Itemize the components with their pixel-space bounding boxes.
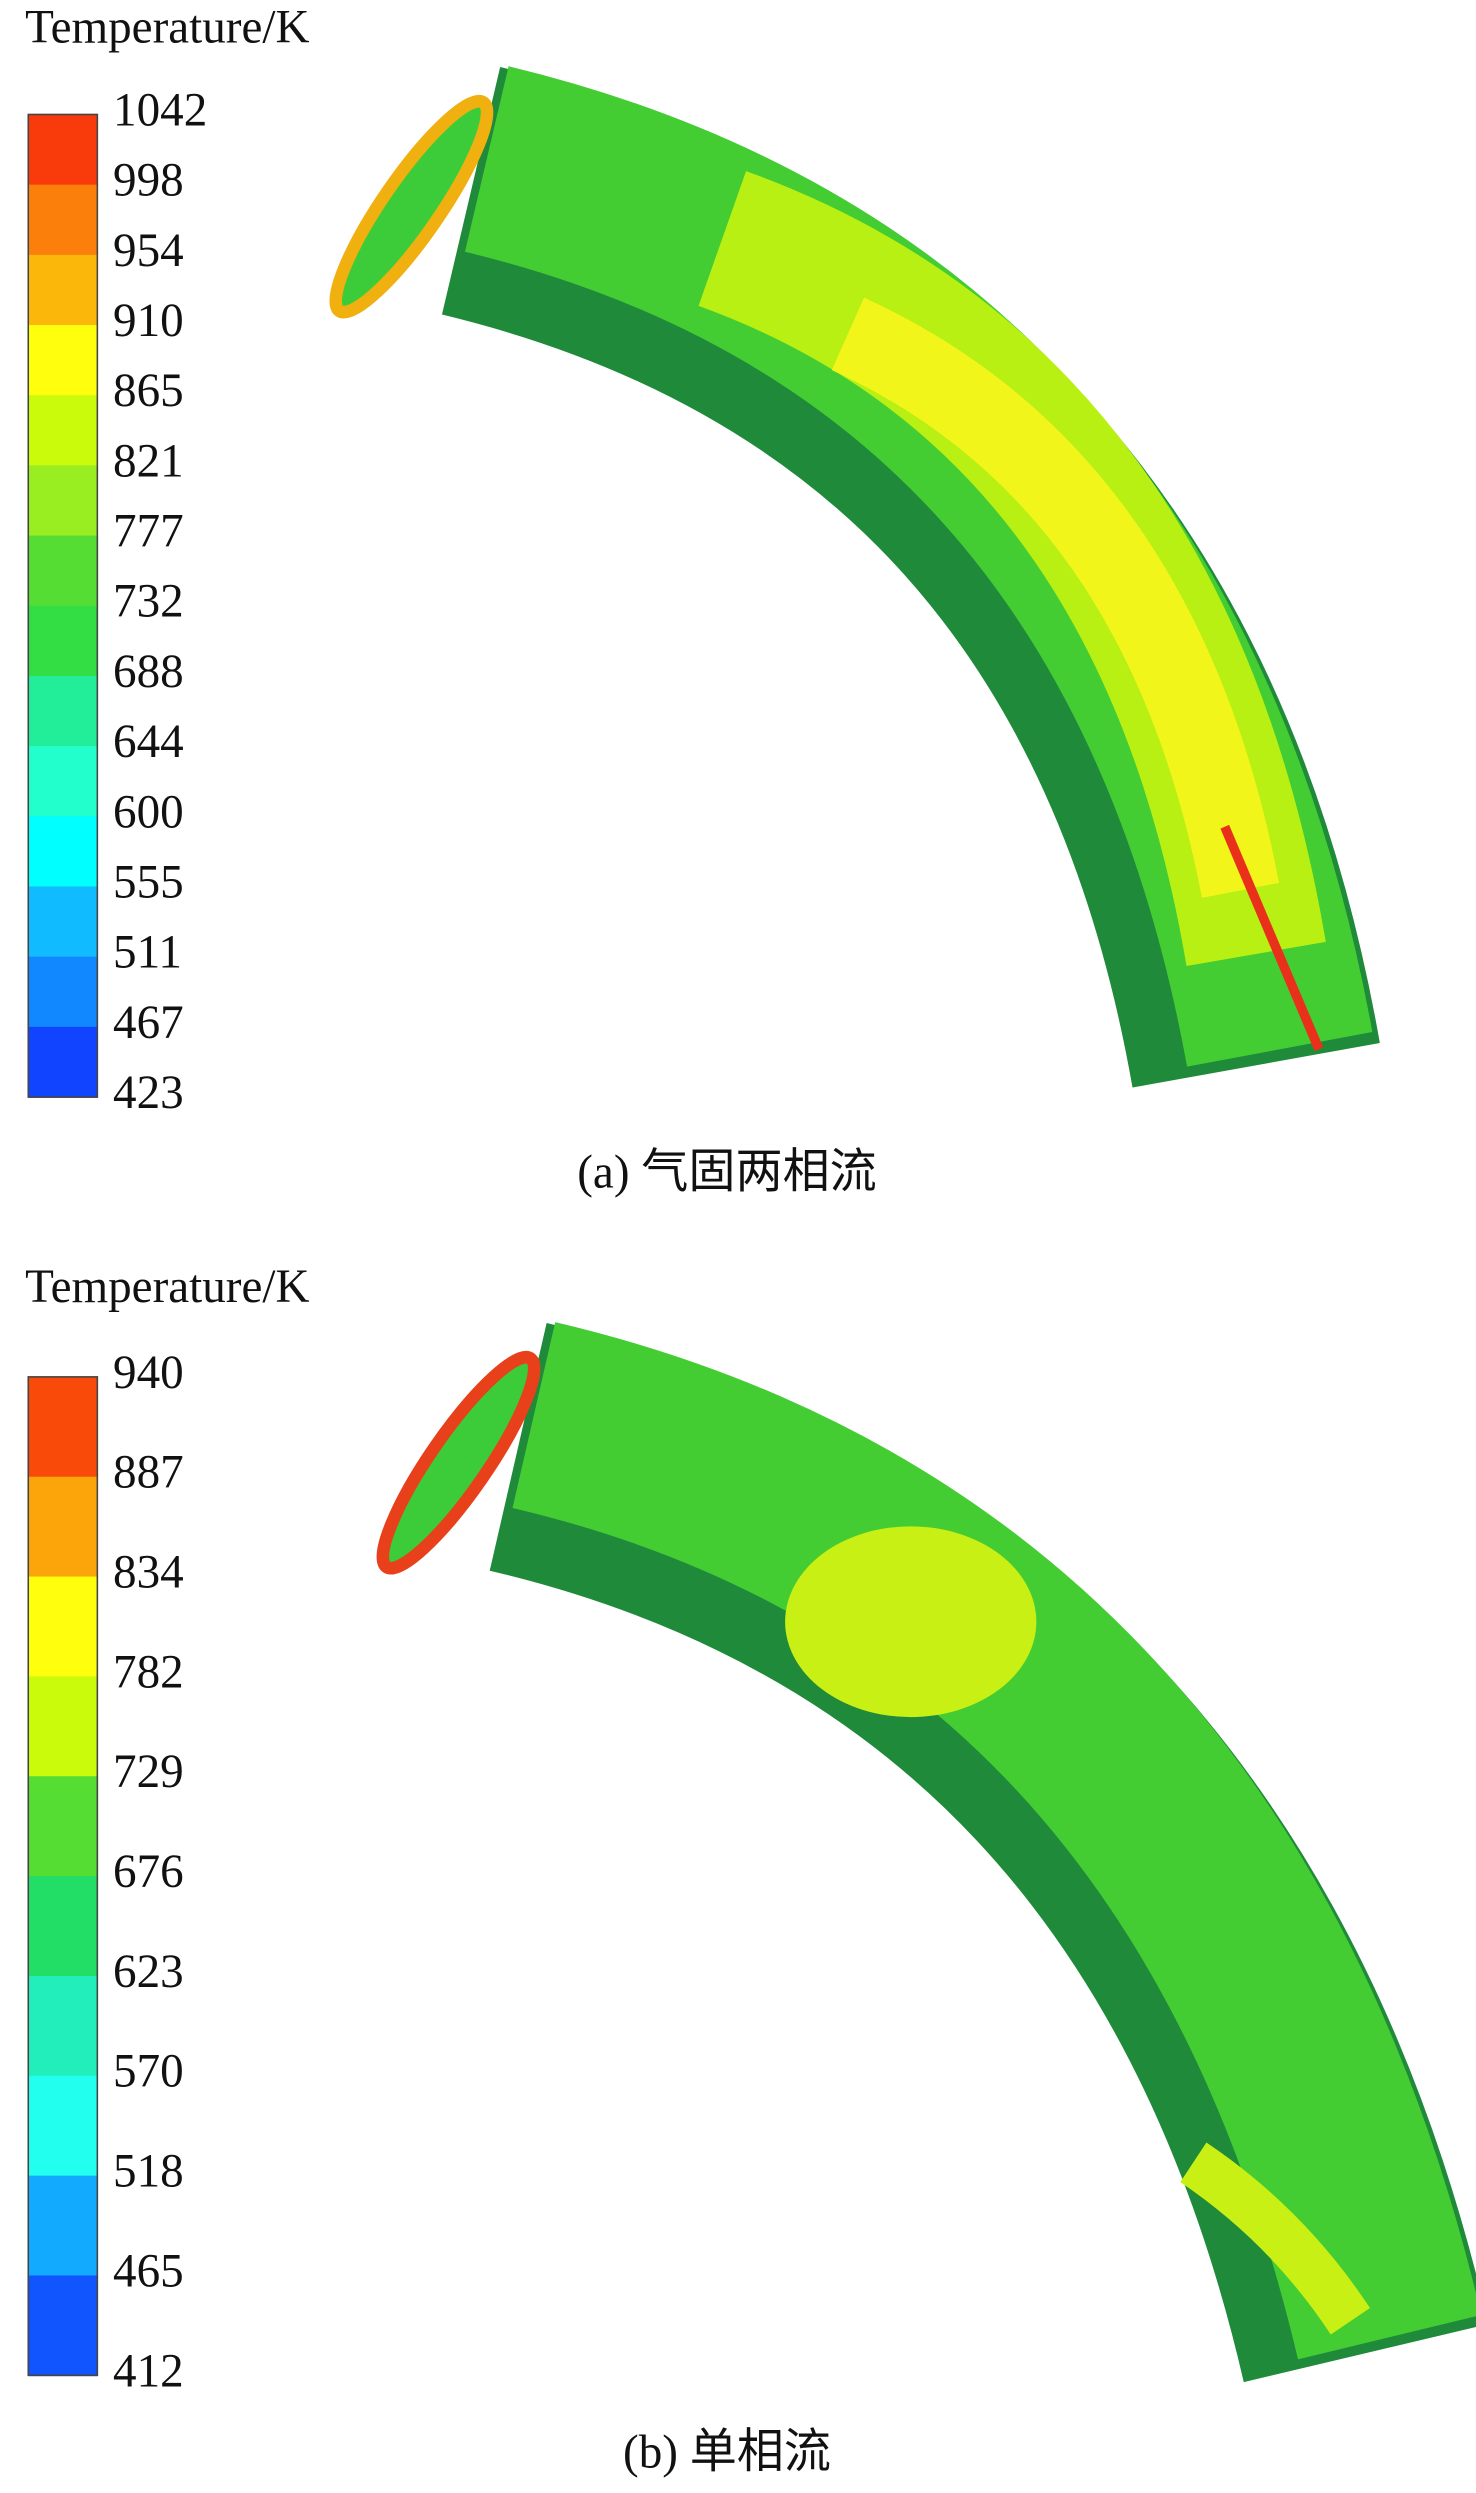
legend-band [28, 2075, 98, 2177]
legend-label: 834 [113, 1546, 184, 1598]
legend-band [28, 1576, 98, 1678]
caption: (b) 单相流 [623, 2426, 831, 2478]
legend-band [28, 675, 98, 747]
legend-label: 518 [113, 2145, 184, 2197]
legend-band [28, 956, 98, 1028]
legend-band [28, 465, 98, 537]
legend-label: 676 [113, 1846, 184, 1898]
legend-band [28, 395, 98, 467]
legend-label: 570 [113, 2045, 184, 2097]
legend-label: 555 [113, 856, 184, 908]
legend-label: 729 [113, 1746, 184, 1798]
legend-band [28, 1975, 98, 2077]
legend-label: 777 [113, 505, 184, 557]
legend-band [28, 1026, 98, 1098]
caption: (a) 气固两相流 [577, 1146, 877, 1198]
legend-label: 1042 [113, 84, 207, 136]
legend-band [28, 325, 98, 397]
legend-label: 821 [113, 435, 184, 487]
legend-frame [27, 1376, 99, 2377]
legend-label: 467 [113, 997, 184, 1049]
legend-title: Temperature/K [25, 1, 309, 53]
legend-label: 412 [113, 2345, 184, 2397]
legend-band [28, 254, 98, 326]
legend-band [28, 746, 98, 818]
legend-band [28, 184, 98, 256]
legend-band [28, 1776, 98, 1877]
legend-band [28, 605, 98, 677]
legend-label: 954 [113, 225, 184, 277]
legend-band [28, 1876, 98, 1977]
legend-label: 998 [113, 154, 184, 206]
legend-label: 688 [113, 646, 184, 698]
legend-label: 600 [113, 786, 184, 838]
legend-band [28, 2275, 98, 2377]
legend-band [28, 1676, 98, 1778]
legend-label: 644 [113, 716, 184, 768]
legend-label: 940 [113, 1347, 184, 1399]
legend-label: 423 [113, 1067, 184, 1119]
legend-label: 865 [113, 365, 184, 417]
legend-label: 732 [113, 575, 184, 627]
legend-band [28, 114, 98, 186]
legend-frame [27, 113, 99, 1098]
legend-title: Temperature/K [25, 1261, 309, 1313]
legend-band [28, 1476, 98, 1578]
legend-band [28, 2175, 98, 2277]
legend-band [28, 816, 98, 888]
legend-band [28, 535, 98, 607]
legend-label: 465 [113, 2245, 184, 2297]
pipe-b [376, 1322, 1476, 2383]
legend-label: 910 [113, 295, 184, 347]
legend-label: 623 [113, 1946, 184, 1998]
legend-band [28, 886, 98, 958]
pipe-a [329, 66, 1380, 1088]
legend-label: 887 [113, 1446, 184, 1498]
legend-label: 782 [113, 1646, 184, 1698]
legend-label: 511 [113, 926, 182, 978]
legend-band [28, 1376, 98, 1478]
